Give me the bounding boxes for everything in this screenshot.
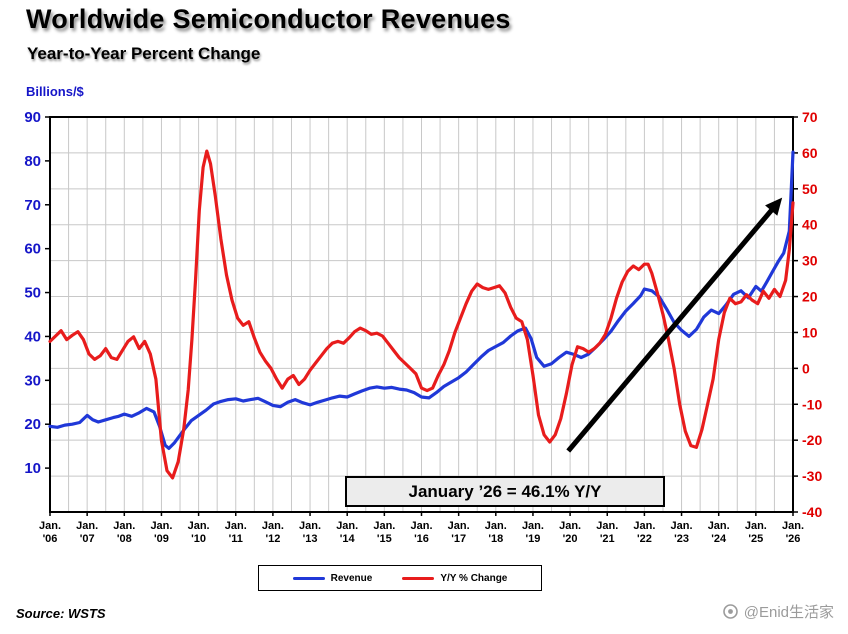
x-axis-tick-year: '16 [414, 533, 429, 545]
right-axis-tick-label: 50 [802, 181, 818, 197]
x-axis-tick-year: '25 [748, 533, 763, 545]
x-axis-tick-month: Jan. [633, 520, 655, 532]
x-axis-tick-year: '17 [451, 533, 466, 545]
right-axis-tick-label: 60 [802, 145, 818, 161]
x-axis-tick-month: Jan. [448, 520, 470, 532]
x-axis-tick-month: Jan. [559, 520, 581, 532]
left-axis-tick-label: 90 [24, 109, 41, 126]
right-axis-tick-label: -10 [802, 396, 822, 412]
legend-item-revenue: Revenue [292, 572, 373, 584]
x-axis-tick-year: '26 [786, 533, 801, 545]
x-axis-tick-month: Jan. [76, 520, 98, 532]
x-axis-tick-month: Jan. [262, 520, 284, 532]
page-subtitle: Year-to-Year Percent Change [27, 44, 261, 63]
x-axis-tick-month: Jan. [596, 520, 618, 532]
x-axis-tick-month: Jan. [39, 520, 61, 532]
x-axis-tick-month: Jan. [373, 520, 395, 532]
right-axis-tick-label: 30 [802, 253, 818, 269]
left-axis-tick-label: 30 [24, 372, 41, 389]
x-axis-tick-month: Jan. [336, 520, 358, 532]
legend-sample-revenue [292, 576, 325, 580]
x-axis-tick-year: '18 [488, 533, 503, 545]
x-axis-tick-month: Jan. [522, 520, 544, 532]
left-axis-tick-label: 10 [24, 460, 41, 477]
x-axis-tick-year: '09 [154, 533, 169, 545]
right-axis-tick-label: 20 [802, 289, 818, 305]
left-axis-tick-label: 50 [24, 285, 41, 302]
right-axis-tick-label: -20 [802, 432, 822, 448]
left-axis-tick-label: 80 [24, 153, 41, 170]
watermark: @Enid生活家 [722, 601, 834, 622]
legend-item-yoy: Y/Y % Change [402, 573, 507, 584]
series-line-y-y-change [48, 149, 795, 480]
x-axis-tick-year: '10 [191, 533, 206, 545]
x-axis-tick-month: Jan. [188, 520, 210, 532]
left-axis-tick-label: 60 [24, 241, 41, 258]
watermark-icon [722, 604, 738, 619]
right-axis-tick-label: -40 [802, 504, 822, 520]
x-axis-tick-year: '14 [340, 533, 356, 545]
watermark-text: @Enid生活家 [743, 604, 834, 621]
x-axis-tick-month: Jan. [708, 520, 730, 532]
left-axis-tick-label: 40 [24, 328, 41, 345]
right-axis-tick-label: -30 [802, 468, 822, 484]
annotation-text: January ’26 = 46.1% Y/Y [408, 481, 602, 501]
x-axis-tick-year: '06 [43, 533, 58, 545]
x-axis-tick-year: '20 [563, 533, 578, 545]
page-title: Worldwide Semiconductor Revenues [26, 4, 511, 34]
x-axis-tick-year: '19 [526, 533, 541, 545]
left-axis-tick-label: 20 [24, 416, 41, 433]
x-axis-tick-year: '23 [674, 533, 689, 545]
x-axis-tick-month: Jan. [485, 520, 507, 532]
x-axis-tick-year: '24 [711, 533, 727, 545]
x-axis-tick-month: Jan. [410, 520, 432, 532]
legend-sample-yoy [402, 576, 435, 580]
right-axis-tick-label: 70 [802, 109, 818, 125]
left-axis-units-label: Billions/$ [26, 84, 84, 99]
x-axis-tick-year: '13 [303, 533, 318, 545]
x-axis-tick-year: '08 [117, 533, 132, 545]
annotation-box: January ’26 = 46.1% Y/Y [345, 476, 665, 507]
x-axis-tick-year: '12 [265, 533, 280, 545]
right-axis-tick-label: 40 [802, 217, 818, 233]
legend-label-revenue: Revenue [330, 572, 373, 584]
right-axis-tick-label: 0 [802, 360, 810, 376]
x-axis-tick-year: '15 [377, 533, 392, 545]
legend: Revenue Y/Y % Change [258, 565, 542, 591]
x-axis-tick-month: Jan. [671, 520, 693, 532]
x-axis-tick-month: Jan. [225, 520, 247, 532]
legend-label-yoy: Y/Y % Change [440, 572, 508, 584]
x-axis-tick-year: '21 [600, 533, 615, 545]
x-axis-tick-month: Jan. [113, 520, 135, 532]
left-axis-tick-label: 70 [24, 197, 41, 214]
x-axis-tick-year: '11 [229, 533, 243, 545]
trend-arrow-shaft [566, 205, 777, 453]
trend-arrow-head [765, 197, 783, 216]
source-note: Source: WSTS [16, 606, 106, 621]
x-axis-tick-month: Jan. [150, 520, 172, 532]
x-axis-tick-year: '22 [637, 533, 652, 545]
right-axis-tick-label: 10 [802, 324, 818, 340]
x-axis-tick-month: Jan. [745, 520, 767, 532]
x-axis-tick-year: '07 [80, 533, 95, 545]
x-axis-tick-month: Jan. [299, 520, 321, 532]
x-axis-tick-month: Jan. [782, 520, 804, 532]
